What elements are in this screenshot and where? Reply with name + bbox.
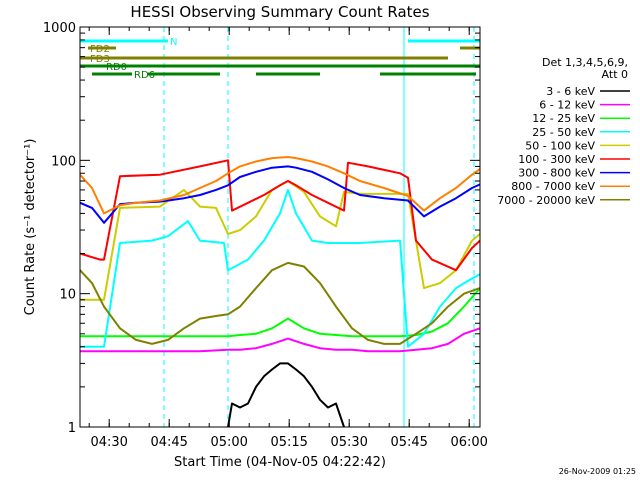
legend-label-0: 3 - 6 keV: [546, 85, 595, 98]
y-tick-label-0: 1: [68, 421, 76, 436]
x-tick-label-2: 05:00: [210, 435, 247, 450]
legend-title-1: Att 0: [602, 68, 628, 81]
series-line-8: [79, 261, 481, 345]
series-line-7: [79, 156, 481, 215]
x-tick-label-1: 04:45: [150, 435, 187, 450]
legend-label-4: 50 - 100 keV: [525, 139, 595, 152]
y-tick-label-3: 1000: [43, 21, 76, 36]
legend-label-7: 800 - 7000 keV: [511, 180, 595, 193]
legend-label-8: 7000 - 20000 keV: [497, 194, 595, 207]
x-tick-label-6: 06:00: [450, 435, 487, 450]
flag-label-N: N: [170, 37, 177, 48]
flag-label-FD2: FD2: [90, 44, 110, 55]
y-tick-label-1: 10: [59, 288, 76, 303]
y-axis-label: Count Rate (s⁻¹ detector⁻¹): [23, 139, 38, 316]
x-axis-label: Start Time (04-Nov-05 04:22:42): [174, 455, 386, 470]
legend-label-2: 12 - 25 keV: [532, 112, 595, 125]
flag-label-FD3: FD3: [90, 54, 110, 65]
x-tick-label-0: 04:30: [90, 435, 127, 450]
footer-timestamp: 26-Nov-2009 01:25: [559, 467, 636, 476]
x-tick-label-5: 05:45: [390, 435, 427, 450]
y-tick-label-2: 100: [51, 154, 76, 169]
series-group: [79, 156, 481, 428]
series-line-2: [80, 287, 481, 338]
x-tick-label-4: 05:30: [330, 435, 367, 450]
series-line-1: [80, 327, 481, 353]
flag-label-RD0: RD0: [106, 62, 127, 73]
chart-title: HESSI Observing Summary Count Rates: [130, 3, 429, 21]
plot-frame: [79, 26, 481, 428]
legend-label-3: 25 - 50 keV: [532, 126, 595, 139]
series-line-3: [80, 188, 481, 348]
legend-label-5: 100 - 300 keV: [518, 153, 595, 166]
legend-label-1: 6 - 12 keV: [539, 99, 595, 112]
y-axis: 1 10 100 1000: [43, 21, 480, 436]
flag-label-RD6: RD6: [134, 70, 155, 81]
x-axis: 04:30 04:45 05:00 05:15 05:30 05:45 06:00: [88, 27, 488, 450]
legend-title-0: Det 1,3,4,5,6,9,: [542, 56, 628, 69]
x-tick-label-3: 05:15: [270, 435, 307, 450]
series-line-5: [79, 159, 481, 272]
series-line-0: [227, 362, 345, 428]
legend-label-6: 300 - 800 keV: [518, 167, 595, 180]
